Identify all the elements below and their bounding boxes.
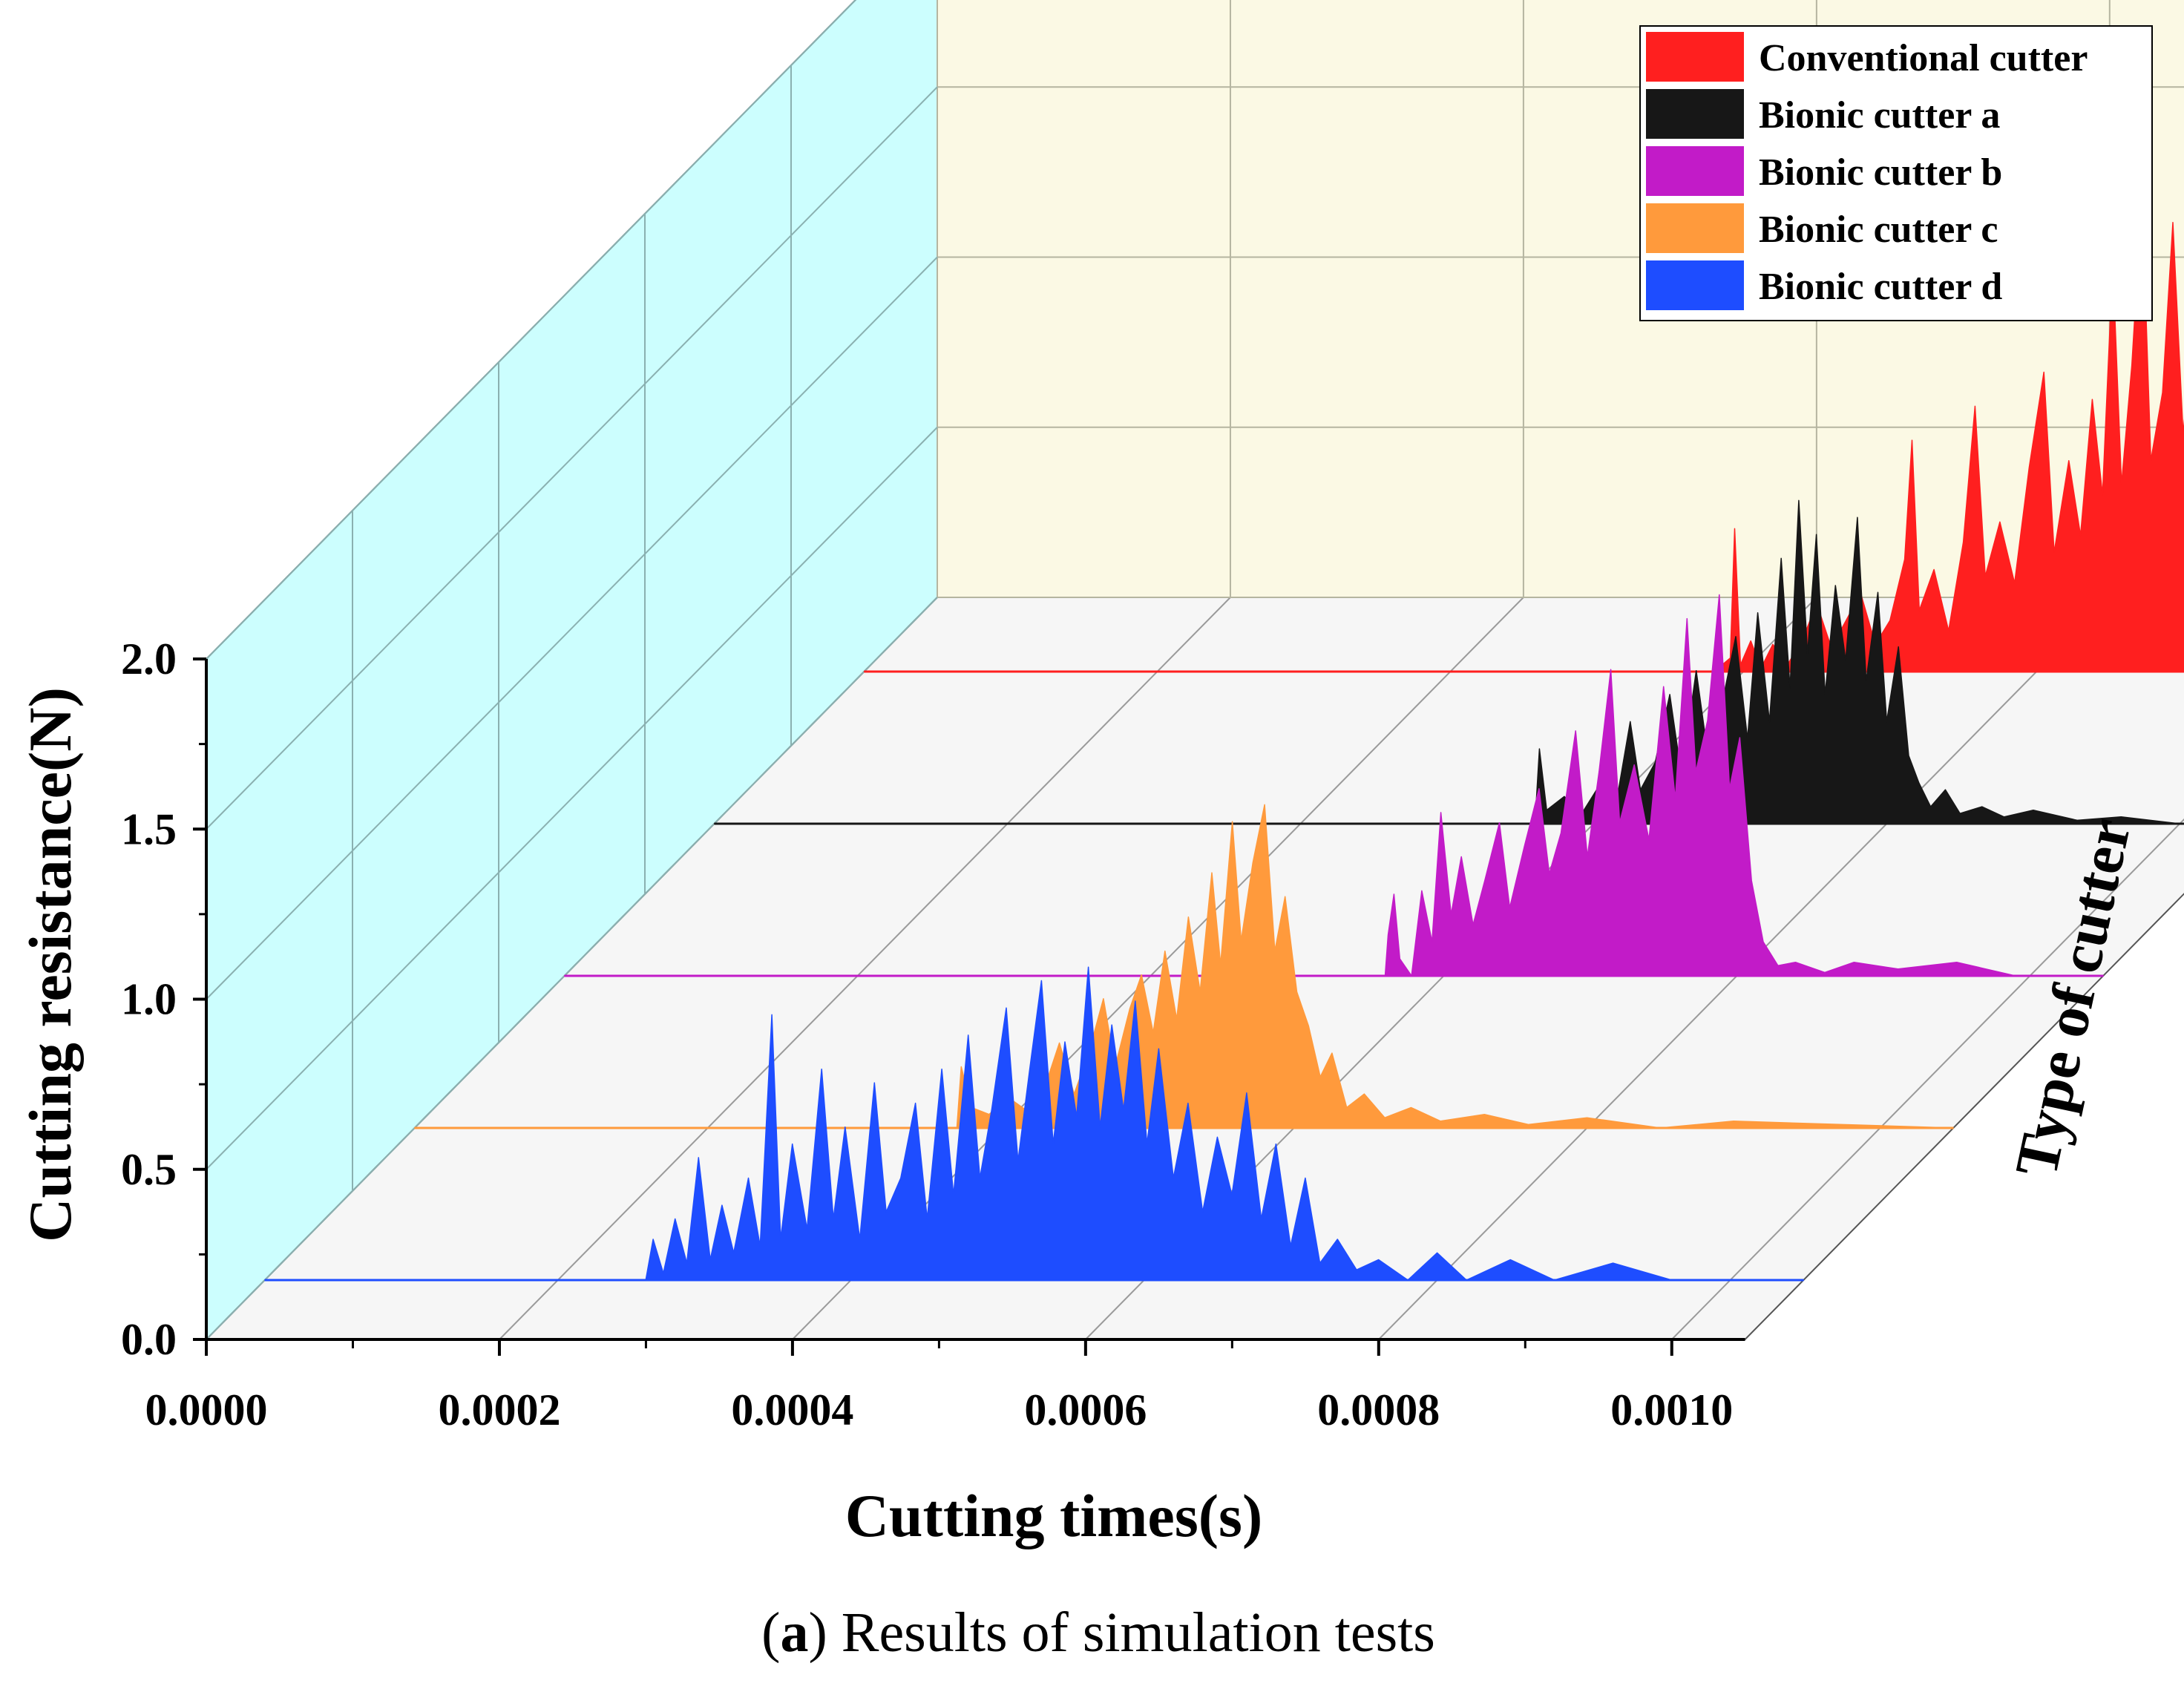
floor-gridline: [499, 597, 1231, 1340]
legend-label-2: Bionic cutter b: [1759, 151, 2002, 194]
x-axis-title: Cutting times(s): [845, 1482, 1263, 1549]
left-wall-gridline: [206, 86, 938, 830]
x-tick-label: 0.0010: [1610, 1385, 1733, 1434]
left-wall-gridline: [206, 427, 938, 1170]
x-tick-label: 0.0006: [1024, 1385, 1147, 1434]
legend-label-4: Bionic cutter d: [1759, 266, 2002, 308]
left-wall-gridline: [206, 597, 938, 1340]
series-layer: [264, 194, 2184, 1282]
legend-swatch-2: [1646, 146, 1744, 196]
legend: Conventional cutter Bionic cutter a Bionic…: [1639, 25, 2153, 321]
legend-swatch-3: [1646, 203, 1744, 253]
floor-gridline: [1671, 818, 2184, 1340]
legend-label-1: Bionic cutter a: [1759, 94, 2000, 137]
x-tick-label: 0.0002: [438, 1385, 560, 1434]
series-area-1: [713, 499, 2184, 824]
series-area-2: [563, 594, 2104, 977]
left-wall-gridline: [206, 256, 938, 1000]
y-tick-label: 0.0: [121, 1315, 177, 1364]
legend-label-3: Bionic cutter c: [1759, 209, 1998, 251]
series-area-4: [264, 966, 1805, 1281]
x-tick-label: 0.0008: [1317, 1385, 1440, 1434]
left-wall-gridline: [206, 0, 857, 660]
y-tick-label: 1.0: [121, 975, 177, 1024]
y-tick-label: 2.0: [121, 634, 177, 683]
caption-text: ) Results of simulation tests: [808, 1601, 1434, 1664]
legend-swatch-4: [1646, 260, 1744, 310]
x-tick-label: 0.0004: [731, 1385, 853, 1434]
axes: 0.0 0.5 1.0 1.5 2.0 0.0000 0.0002 0.0004 0.0006 0…: [121, 634, 1745, 1434]
legend-swatch-0: [1646, 32, 1744, 82]
x-tick-label: 0.0000: [145, 1385, 268, 1434]
caption-label: a: [780, 1601, 808, 1664]
legend-label-0: Conventional cutter: [1759, 37, 2088, 79]
y-tick-label: 0.5: [121, 1145, 177, 1194]
figure-caption: (a) Results of simulation tests: [761, 1601, 1435, 1664]
y-tick-label: 1.5: [121, 804, 177, 853]
caption-open-paren: (: [761, 1601, 780, 1664]
y-axis-title: Cutting resistance(N): [16, 687, 84, 1242]
legend-swatch-1: [1646, 89, 1744, 139]
